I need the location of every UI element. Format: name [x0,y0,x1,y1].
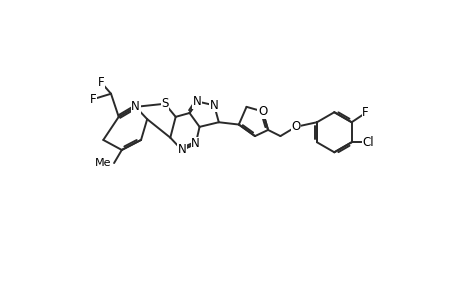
Text: O: O [257,105,267,118]
Text: F: F [97,76,104,89]
Text: N: N [192,95,201,108]
Text: F: F [361,106,368,119]
Text: Me: Me [94,158,111,168]
Text: N: N [191,137,200,150]
Text: Cl: Cl [362,136,374,149]
Text: N: N [209,99,218,112]
Text: N: N [177,143,186,157]
Text: F: F [90,93,96,106]
Text: N: N [131,100,140,113]
Text: O: O [291,120,300,134]
Text: S: S [161,97,168,110]
